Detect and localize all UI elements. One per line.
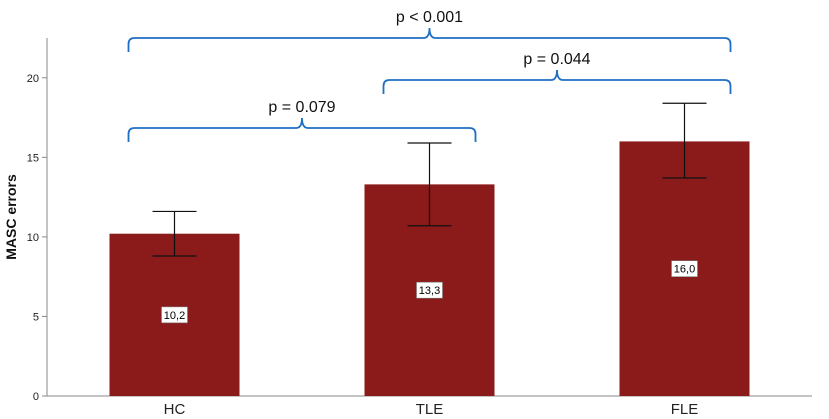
significance-bracket — [127, 27, 732, 52]
x-tick-label-tle: TLE — [416, 401, 444, 418]
data-label: 13,3 — [419, 285, 440, 297]
significance-bracket — [127, 117, 477, 142]
p-value-label: p = 0.044 — [523, 51, 590, 68]
y-tick-label: 10 — [27, 232, 39, 244]
y-tick-label: 15 — [27, 152, 39, 164]
y-axis-label: MASC errors — [3, 174, 19, 260]
data-label: 10,2 — [164, 310, 185, 322]
y-ticks: 0 5 10 15 20 — [27, 73, 47, 403]
y-tick-label: 5 — [33, 311, 39, 323]
y-tick-label: 20 — [27, 73, 39, 85]
y-tick-label: 0 — [33, 391, 39, 403]
x-tick-label-hc: HC — [164, 401, 186, 418]
data-label-box — [416, 281, 443, 299]
bars: 10,2 HC 13,3 TLE 16,0 FLE — [109, 102, 750, 418]
significance-bracket — [382, 69, 732, 94]
p-value-label: p = 0.079 — [268, 99, 335, 116]
data-label-box — [671, 260, 698, 278]
data-label: 16,0 — [674, 264, 695, 276]
p-value-label: p < 0.001 — [396, 9, 463, 26]
significance-brackets: p < 0.001 p = 0.044 p = 0.079 — [127, 9, 732, 142]
x-tick-label-fle: FLE — [671, 401, 699, 418]
data-label-box — [161, 306, 188, 324]
